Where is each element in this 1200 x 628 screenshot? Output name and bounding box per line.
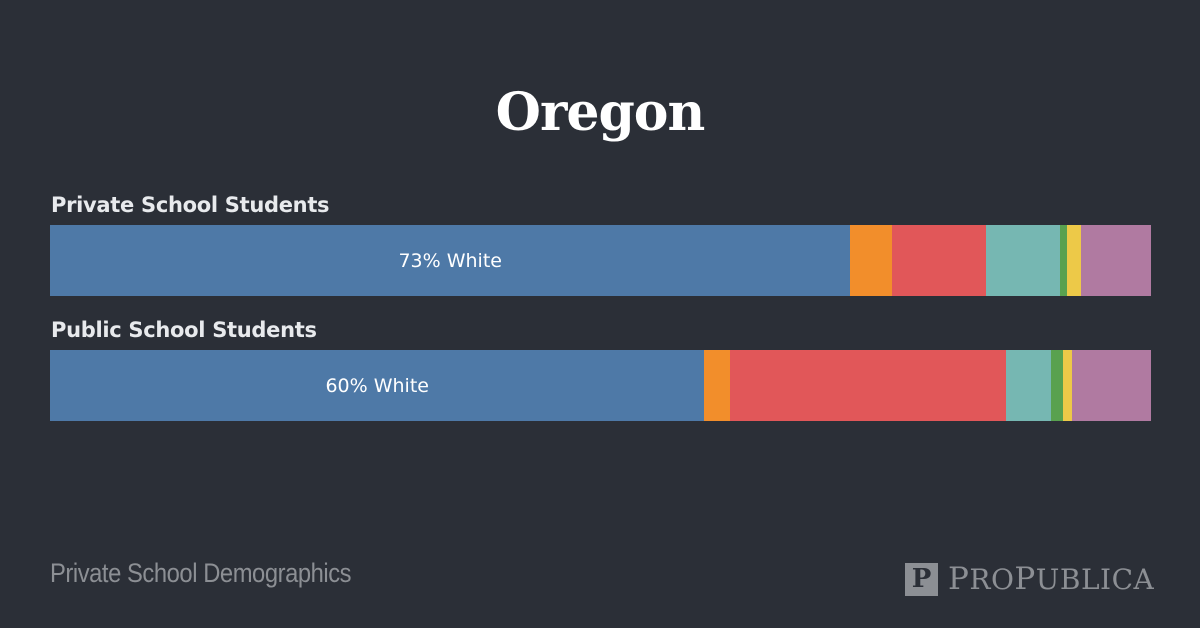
bar-segment-green [1050, 350, 1063, 421]
bar-segment-white: 73% White [50, 225, 851, 296]
segment-label: 73% White [398, 249, 502, 272]
public-school-bar: 60% White [50, 350, 1151, 421]
bar-segment-red [892, 225, 986, 296]
propublica-logo[interactable]: P PROPUBLICA [905, 561, 1154, 597]
bar-segment-orange [704, 350, 730, 421]
bar-segment-orange [850, 225, 893, 296]
footer-caption: Private School Demographics [50, 558, 352, 588]
bar-segment-red [729, 350, 1006, 421]
propublica-wordmark: PROPUBLICA [948, 561, 1155, 597]
bar-segment-yellow [1062, 350, 1072, 421]
private-school-bar: 73% White [50, 225, 1151, 296]
segment-label: 60% White [325, 374, 429, 397]
bar-segment-white: 60% White [50, 350, 705, 421]
bar-segment-yellow [1067, 225, 1081, 296]
bar-segment-purple [1080, 225, 1151, 296]
bar-segment-purple [1071, 350, 1151, 421]
bar-segment-teal [1005, 350, 1051, 421]
bar-segment-green [1059, 225, 1068, 296]
public-school-label: Public School Students [51, 318, 317, 342]
private-school-label: Private School Students [51, 193, 330, 217]
bar-segment-teal [985, 225, 1060, 296]
page-title: Oregon [495, 82, 706, 143]
propublica-logo-icon: P [905, 562, 938, 596]
